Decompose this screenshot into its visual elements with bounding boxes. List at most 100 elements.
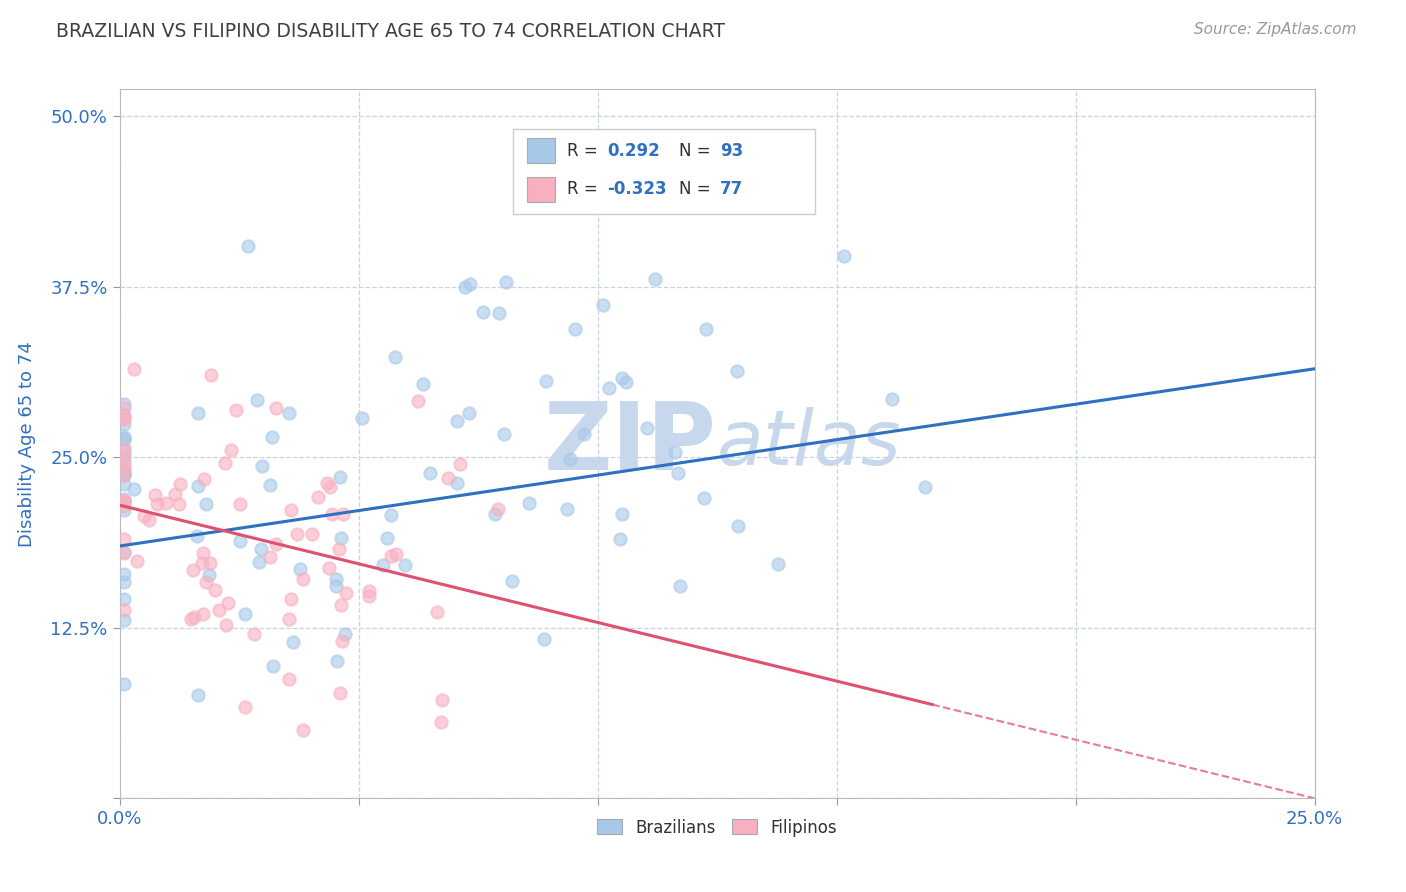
Point	[610, 508, 633, 522]
Point	[288, 562, 311, 576]
Point	[264, 537, 287, 551]
Point	[430, 692, 453, 706]
Text: N =: N =	[679, 180, 710, 198]
Point	[112, 411, 135, 425]
Point	[132, 509, 155, 524]
Point	[112, 442, 135, 456]
Point	[352, 411, 374, 425]
Point	[495, 275, 517, 289]
Point	[112, 429, 135, 443]
Point	[666, 466, 689, 480]
Text: N =: N =	[679, 142, 710, 160]
Text: BRAZILIAN VS FILIPINO DISABILITY AGE 65 TO 74 CORRELATION CHART: BRAZILIAN VS FILIPINO DISABILITY AGE 65 …	[56, 22, 725, 41]
Text: atlas: atlas	[717, 407, 901, 481]
Point	[112, 463, 135, 477]
Point	[488, 305, 510, 319]
Point	[122, 482, 145, 496]
Point	[315, 475, 337, 490]
Text: -0.323: -0.323	[607, 180, 666, 198]
Point	[112, 676, 135, 690]
Point	[725, 364, 748, 378]
Point	[246, 393, 269, 408]
Point	[609, 532, 631, 546]
Point	[262, 659, 284, 673]
Point	[112, 613, 135, 627]
Text: 0.292: 0.292	[607, 142, 661, 160]
Point	[486, 501, 509, 516]
Point	[112, 575, 135, 590]
Point	[458, 277, 481, 292]
Point	[112, 602, 135, 616]
Point	[371, 558, 394, 572]
Point	[233, 607, 256, 621]
Point	[880, 392, 903, 407]
Point	[112, 408, 135, 422]
Point	[380, 549, 402, 564]
Point	[330, 531, 353, 545]
Point	[333, 627, 356, 641]
Point	[534, 374, 557, 388]
Point	[436, 471, 458, 485]
Point	[112, 493, 135, 508]
Point	[112, 491, 135, 506]
Point	[446, 476, 468, 491]
Point	[727, 519, 749, 533]
Point	[332, 508, 354, 522]
Point	[280, 592, 302, 607]
Point	[252, 458, 274, 473]
Point	[112, 494, 135, 508]
Point	[186, 478, 208, 492]
Point	[191, 556, 214, 570]
Point	[329, 599, 352, 613]
Point	[198, 568, 221, 582]
Point	[592, 298, 614, 312]
Point	[225, 403, 247, 417]
Point	[517, 496, 540, 510]
Point	[430, 714, 453, 729]
Point	[112, 465, 135, 479]
Point	[564, 322, 586, 336]
Point	[260, 430, 283, 444]
Point	[318, 561, 340, 575]
Point	[555, 501, 578, 516]
Point	[112, 417, 135, 432]
Point	[112, 411, 135, 425]
Point	[332, 633, 354, 648]
Point	[169, 477, 191, 491]
Point	[325, 579, 347, 593]
Point	[112, 502, 135, 516]
Point	[335, 586, 357, 600]
Point	[375, 531, 398, 545]
Point	[112, 456, 135, 470]
Point	[380, 508, 402, 523]
Point	[243, 626, 266, 640]
Point	[280, 503, 302, 517]
Point	[449, 457, 471, 471]
Point	[186, 529, 208, 543]
Point	[195, 497, 218, 511]
Point	[384, 350, 406, 364]
Point	[914, 480, 936, 494]
Point	[112, 494, 135, 508]
Point	[200, 368, 222, 382]
Point	[247, 555, 270, 569]
Point	[112, 397, 135, 411]
Text: Source: ZipAtlas.com: Source: ZipAtlas.com	[1194, 22, 1357, 37]
Point	[357, 584, 380, 599]
Point	[112, 467, 135, 482]
Point	[419, 466, 441, 480]
Point	[644, 272, 666, 286]
Point	[214, 457, 236, 471]
Point	[249, 541, 271, 556]
Point	[471, 304, 494, 318]
Point	[215, 618, 238, 632]
Point	[326, 654, 349, 668]
Point	[321, 507, 343, 521]
Point	[357, 589, 380, 603]
Point	[612, 370, 634, 384]
Point	[146, 497, 169, 511]
Point	[394, 558, 416, 573]
Point	[180, 612, 202, 626]
Point	[668, 579, 690, 593]
Point	[446, 414, 468, 428]
